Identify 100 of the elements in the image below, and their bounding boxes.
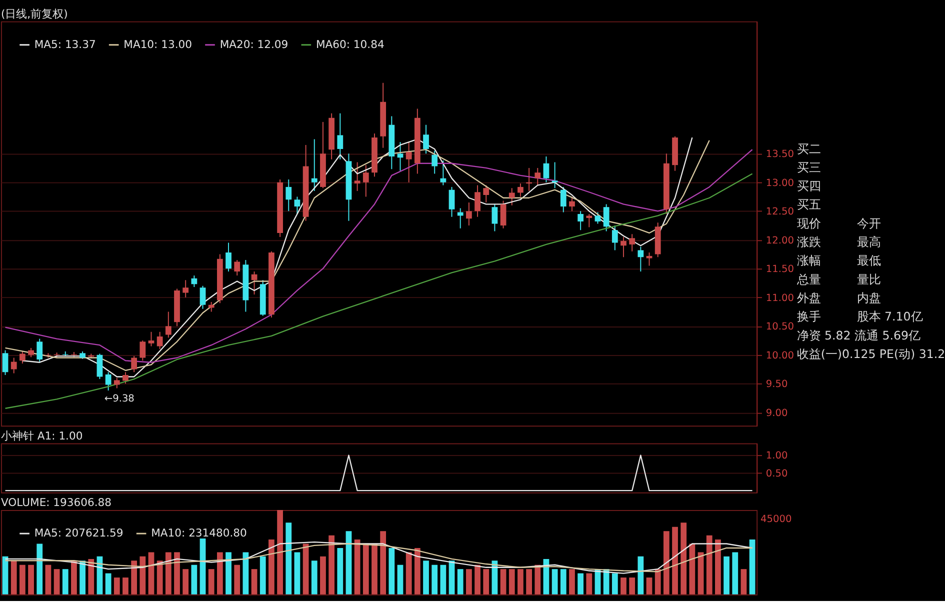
- bar: [612, 573, 618, 594]
- bar: [122, 578, 128, 594]
- chart-title: 小神针 A1: 1.00: [0, 429, 83, 442]
- candlestick: [286, 178, 292, 212]
- candlestick: [362, 164, 369, 198]
- y-tick-label: 10.50: [766, 322, 794, 333]
- text: 涨跌 最高: [796, 235, 881, 250]
- bar: [534, 564, 541, 594]
- candlestick: [165, 311, 172, 338]
- bar: [28, 564, 34, 594]
- y-tick-label: 12.50: [766, 206, 794, 218]
- candlestick: [508, 188, 515, 206]
- bar: [182, 569, 189, 594]
- bar: [286, 522, 292, 594]
- bar: [432, 564, 438, 594]
- bar: [603, 569, 610, 594]
- bar: [508, 569, 515, 594]
- bar: [397, 564, 404, 594]
- bar: [706, 535, 712, 594]
- text: 45000: [760, 514, 792, 525]
- bar: [724, 556, 730, 594]
- chart-title: VOLUME: 193606.88: [0, 496, 112, 510]
- bar: [518, 569, 524, 594]
- candlestick: [518, 183, 524, 198]
- bar: [586, 573, 592, 594]
- bar: [448, 560, 455, 594]
- candlestick: [569, 196, 575, 212]
- candlestick: [251, 271, 258, 295]
- bar: [526, 569, 532, 594]
- candlestick: [543, 156, 550, 183]
- candlestick: [354, 162, 360, 192]
- candlestick: [200, 285, 206, 310]
- bar: [362, 544, 369, 594]
- bar: [234, 564, 240, 594]
- bar: [646, 578, 652, 594]
- bar: [740, 569, 747, 594]
- bar: [354, 540, 360, 594]
- candlestick: [552, 162, 558, 189]
- y-tick-label: 12.00: [766, 235, 794, 246]
- bar: [440, 564, 446, 594]
- bar: [114, 578, 120, 594]
- bar: [242, 552, 249, 594]
- bar: [10, 560, 17, 594]
- chart-title: (日线,前复权): [0, 7, 68, 20]
- bar: [372, 544, 378, 594]
- candlestick: [534, 167, 541, 186]
- text: 换手 股本 7.10亿: [796, 310, 923, 324]
- bar: [663, 531, 670, 594]
- candlestick: [234, 259, 240, 276]
- bar: [80, 560, 86, 594]
- bar: [629, 578, 636, 594]
- legend-label: MA10: 13.00: [124, 38, 192, 51]
- bar: [45, 564, 52, 594]
- candlestick: [148, 331, 154, 347]
- candlestick: [311, 138, 318, 192]
- bar: [483, 569, 490, 594]
- candlestick: [492, 204, 498, 232]
- text: 收益(一)0.125 PE(动) 31.2: [796, 346, 945, 361]
- candlestick: [423, 124, 429, 154]
- bar: [216, 552, 223, 594]
- candlestick: [620, 236, 626, 258]
- bar: [654, 569, 661, 594]
- bar: [346, 531, 352, 594]
- bar: [337, 548, 344, 594]
- legend-label: MA20: 12.09: [220, 38, 288, 51]
- candlestick: [36, 338, 43, 362]
- candlestick: [122, 372, 128, 384]
- bar: [191, 564, 198, 594]
- text: 涨幅 最低: [796, 254, 881, 268]
- candlestick: [337, 112, 344, 160]
- candlestick: [560, 186, 566, 213]
- legend-label: MA60: 10.84: [316, 38, 384, 51]
- annotation: ←9.38: [104, 393, 134, 404]
- candlestick: [440, 160, 446, 186]
- bar: [148, 552, 154, 594]
- bar: [466, 569, 472, 594]
- legend-label: MA10: 231480.80: [151, 526, 248, 540]
- candlestick: [406, 142, 412, 183]
- candlestick: [226, 242, 232, 272]
- candlestick: [182, 280, 189, 298]
- y-tick-label: 13.00: [766, 178, 794, 189]
- bar: [88, 558, 94, 594]
- bar: [328, 535, 335, 594]
- bar: [457, 569, 464, 594]
- candlestick: [105, 372, 112, 392]
- bar: [320, 556, 326, 594]
- candlestick: [578, 210, 584, 231]
- candlestick: [586, 213, 592, 228]
- candlestick: [131, 356, 138, 373]
- bar: [165, 552, 172, 594]
- candlestick: [397, 142, 404, 172]
- candlestick: [646, 252, 652, 266]
- candlestick: [594, 212, 601, 224]
- text: 净资 5.82 流通 5.69亿: [796, 328, 920, 342]
- text: 外盘 内盘: [796, 290, 881, 305]
- candlestick: [156, 331, 163, 350]
- candlestick: [500, 200, 506, 229]
- bar: [406, 552, 412, 594]
- bar: [156, 560, 163, 594]
- text: 买四: [796, 179, 821, 194]
